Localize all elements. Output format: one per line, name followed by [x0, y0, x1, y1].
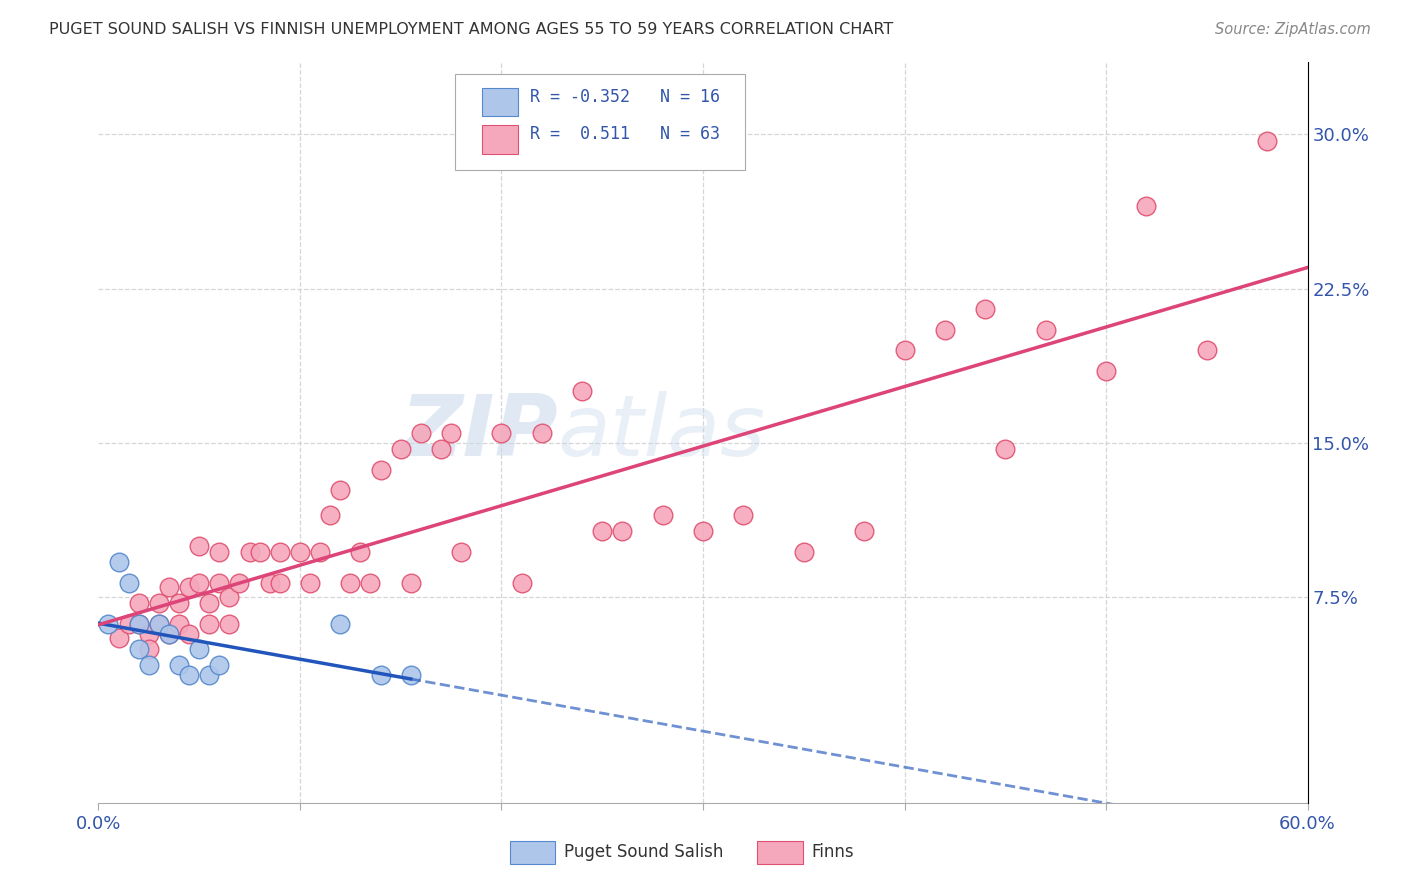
Point [399, 668, 422, 682]
Point [571, 384, 593, 399]
Point [148, 616, 170, 631]
Point [1095, 364, 1118, 378]
Point [208, 575, 231, 590]
Point [893, 343, 915, 358]
Point [218, 616, 240, 631]
Point [188, 539, 211, 553]
Point [409, 425, 432, 440]
Point [179, 627, 201, 641]
Point [612, 524, 634, 539]
Point [107, 632, 129, 646]
Point [1035, 323, 1057, 337]
Point [360, 575, 382, 590]
Point [1135, 199, 1157, 213]
Point [138, 641, 160, 656]
Point [530, 425, 553, 440]
Point [198, 668, 221, 682]
Point [179, 580, 201, 594]
Point [370, 668, 392, 682]
Point [349, 545, 371, 559]
Point [651, 508, 673, 522]
Text: atlas: atlas [558, 391, 766, 475]
Text: R =  0.511   N = 63: R = 0.511 N = 63 [530, 125, 720, 144]
Point [148, 596, 170, 610]
Point [269, 545, 291, 559]
Point [259, 575, 281, 590]
FancyBboxPatch shape [482, 88, 517, 117]
Text: Source: ZipAtlas.com: Source: ZipAtlas.com [1215, 22, 1371, 37]
Point [118, 575, 141, 590]
Point [793, 545, 815, 559]
Point [167, 596, 190, 610]
Point [389, 442, 412, 456]
Text: PUGET SOUND SALISH VS FINNISH UNEMPLOYMENT AMONG AGES 55 TO 59 YEARS CORRELATION: PUGET SOUND SALISH VS FINNISH UNEMPLOYME… [49, 22, 893, 37]
Point [128, 616, 150, 631]
Point [157, 627, 180, 641]
Text: R = -0.352   N = 16: R = -0.352 N = 16 [530, 88, 720, 106]
Point [288, 545, 311, 559]
Point [733, 508, 755, 522]
Text: Puget Sound Salish: Puget Sound Salish [564, 844, 723, 862]
FancyBboxPatch shape [456, 73, 745, 169]
Point [188, 575, 211, 590]
Point [138, 627, 160, 641]
Point [239, 545, 262, 559]
Point [179, 668, 201, 682]
Point [157, 580, 180, 594]
FancyBboxPatch shape [509, 841, 555, 863]
Text: Finns: Finns [811, 844, 855, 862]
Point [440, 425, 463, 440]
Point [218, 590, 240, 604]
Point [399, 575, 422, 590]
Point [591, 524, 613, 539]
Point [128, 616, 150, 631]
Point [167, 616, 190, 631]
Point [128, 596, 150, 610]
Point [974, 302, 997, 317]
Point [148, 616, 170, 631]
Point [450, 545, 472, 559]
Point [329, 616, 352, 631]
Point [128, 641, 150, 656]
Point [167, 658, 190, 673]
Point [269, 575, 291, 590]
Text: ZIP: ZIP [401, 391, 558, 475]
Point [138, 658, 160, 673]
Point [853, 524, 876, 539]
Point [228, 575, 250, 590]
Point [339, 575, 361, 590]
Point [97, 616, 120, 631]
Point [934, 323, 956, 337]
Point [309, 545, 332, 559]
Point [107, 555, 129, 569]
Point [510, 575, 533, 590]
Point [491, 425, 513, 440]
Point [1256, 134, 1278, 148]
Point [157, 627, 180, 641]
Point [198, 596, 221, 610]
Point [329, 483, 352, 498]
Point [994, 442, 1017, 456]
FancyBboxPatch shape [482, 126, 517, 153]
Point [208, 545, 231, 559]
Point [188, 641, 211, 656]
Point [319, 508, 342, 522]
Point [249, 545, 271, 559]
Point [370, 462, 392, 476]
Point [692, 524, 714, 539]
Point [430, 442, 453, 456]
Point [299, 575, 322, 590]
Point [1195, 343, 1218, 358]
Point [208, 658, 231, 673]
FancyBboxPatch shape [758, 841, 803, 863]
Point [198, 616, 221, 631]
Point [118, 616, 141, 631]
